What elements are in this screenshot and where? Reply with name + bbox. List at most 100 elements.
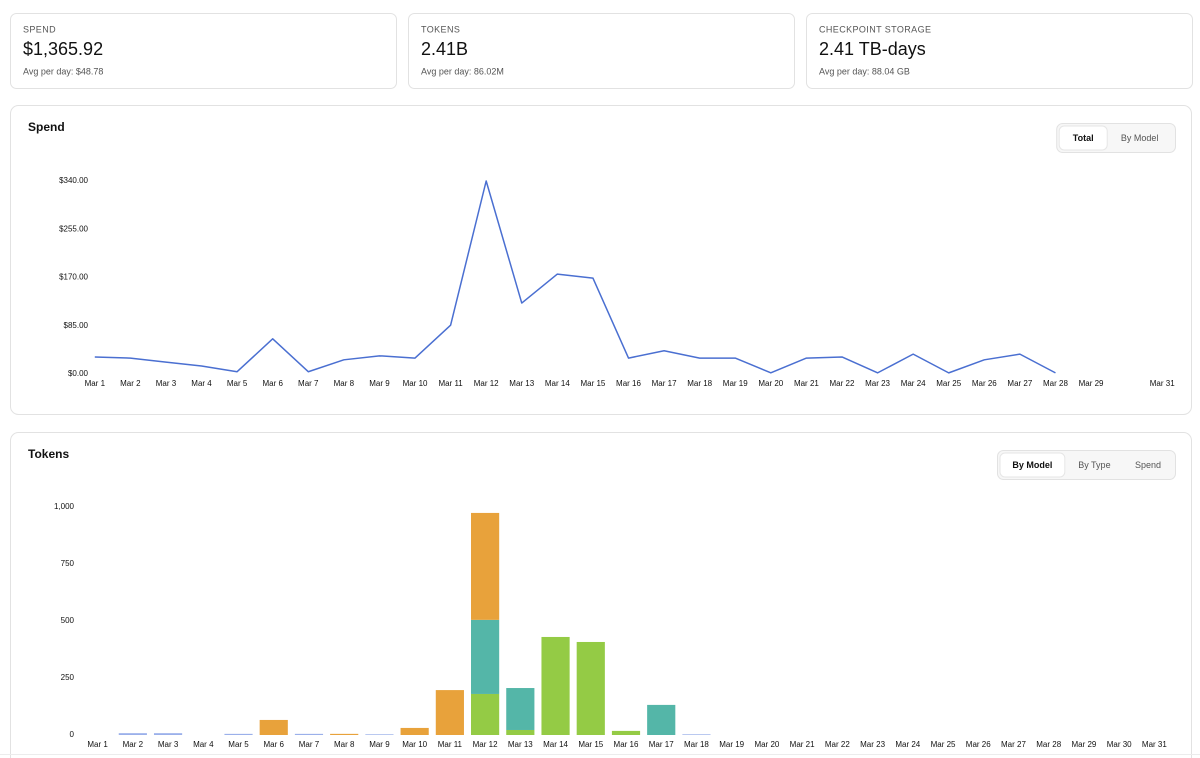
- x-tick-label: Mar 18: [687, 379, 712, 388]
- token-bar: [471, 693, 500, 735]
- x-tick-label: Mar 25: [936, 379, 961, 388]
- x-tick-label: Mar 29: [1079, 379, 1104, 388]
- x-tick-label: Mar 6: [264, 740, 285, 749]
- x-tick-label: Mar 19: [719, 740, 744, 749]
- panel: [10, 432, 1192, 758]
- x-tick-label: Mar 7: [299, 740, 320, 749]
- x-tick-label: Mar 15: [578, 740, 603, 749]
- x-tick-label: Mar 24: [895, 740, 920, 749]
- token-bar: [611, 730, 641, 735]
- chart-title: Spend: [28, 120, 65, 134]
- x-tick-label: Mar 23: [865, 379, 890, 388]
- x-tick-label: Mar 11: [438, 740, 463, 749]
- x-tick-label: Mar 6: [262, 379, 283, 388]
- x-tick-label: Mar 27: [1007, 379, 1032, 388]
- y-tick-label: 750: [61, 559, 75, 568]
- y-tick-label: 500: [61, 616, 75, 625]
- y-tick-label: $85.00: [64, 321, 89, 330]
- card-sub: Avg per day: 88.04 GB: [819, 66, 910, 76]
- tab[interactable]: By Model: [1012, 460, 1052, 470]
- x-tick-label: Mar 22: [825, 740, 850, 749]
- x-tick-label: Mar 31: [1142, 740, 1167, 749]
- x-tick-label: Mar 4: [193, 740, 214, 749]
- x-tick-label: Mar 1: [87, 740, 108, 749]
- x-tick-label: Mar 15: [580, 379, 605, 388]
- token-bar: [506, 729, 535, 735]
- x-tick-label: Mar 1: [85, 379, 106, 388]
- x-tick-label: Mar 19: [723, 379, 748, 388]
- tab[interactable]: By Model: [1121, 133, 1159, 143]
- token-bar: [259, 719, 288, 735]
- x-tick-label: Mar 30: [1107, 740, 1132, 749]
- token-bar: [224, 733, 253, 735]
- card-value: 2.41B: [421, 39, 468, 59]
- card: [806, 13, 1193, 89]
- token-bar: [294, 733, 324, 735]
- card-sub: Avg per day: $48.78: [23, 66, 103, 76]
- spend-line: [94, 180, 1056, 374]
- x-tick-label: Mar 14: [543, 740, 568, 749]
- y-tick-label: $255.00: [59, 224, 88, 233]
- x-tick-label: Mar 21: [790, 740, 815, 749]
- y-tick-label: 250: [61, 673, 75, 682]
- x-tick-label: Mar 25: [931, 740, 956, 749]
- card: [10, 13, 397, 89]
- x-tick-label: Mar 5: [228, 740, 249, 749]
- x-tick-label: Mar 8: [334, 740, 355, 749]
- x-tick-label: Mar 10: [402, 740, 427, 749]
- x-tick-label: Mar 8: [334, 379, 355, 388]
- x-tick-label: Mar 20: [754, 740, 779, 749]
- y-tick-label: 0: [70, 730, 75, 739]
- token-bar: [471, 512, 500, 620]
- tab-active[interactable]: [1058, 125, 1108, 151]
- x-tick-label: Mar 3: [156, 379, 177, 388]
- card: [408, 13, 795, 89]
- x-tick-label: Mar 23: [860, 740, 885, 749]
- x-tick-label: Mar 16: [616, 379, 641, 388]
- panel: [10, 105, 1192, 415]
- token-bar: [682, 734, 711, 735]
- y-tick-label: 1,000: [54, 502, 75, 511]
- x-tick-label: Mar 17: [649, 740, 674, 749]
- x-tick-label: Mar 18: [684, 740, 709, 749]
- card-value: 2.41 TB-days: [819, 39, 926, 59]
- tab-active[interactable]: [999, 452, 1066, 478]
- x-tick-label: Mar 12: [473, 740, 498, 749]
- x-tick-label: Mar 29: [1071, 740, 1096, 749]
- card-value: $1,365.92: [23, 39, 103, 59]
- x-tick-label: Mar 26: [966, 740, 991, 749]
- x-tick-label: Mar 14: [545, 379, 570, 388]
- tab[interactable]: By Type: [1078, 460, 1110, 470]
- x-tick-label: Mar 21: [794, 379, 819, 388]
- token-bar: [365, 734, 394, 735]
- x-tick-label: Mar 11: [438, 379, 463, 388]
- x-tick-label: Mar 12: [474, 379, 499, 388]
- token-bar: [330, 733, 359, 735]
- tab[interactable]: Total: [1073, 133, 1094, 143]
- x-tick-label: Mar 13: [508, 740, 533, 749]
- x-tick-label: Mar 9: [369, 740, 390, 749]
- x-tick-label: Mar 5: [227, 379, 248, 388]
- x-tick-label: Mar 27: [1001, 740, 1026, 749]
- x-tick-label: Mar 22: [830, 379, 855, 388]
- x-tick-label: Mar 10: [403, 379, 428, 388]
- token-bar: [647, 704, 676, 735]
- card-label: TOKENS: [421, 24, 460, 34]
- token-bar: [400, 727, 429, 735]
- y-tick-label: $0.00: [68, 369, 89, 378]
- card-label: CHECKPOINT STORAGE: [819, 24, 931, 34]
- x-tick-label: Mar 2: [120, 379, 141, 388]
- x-tick-label: Mar 20: [758, 379, 783, 388]
- token-bar: [506, 688, 535, 730]
- y-tick-label: $340.00: [59, 176, 88, 185]
- x-tick-label: Mar 17: [652, 379, 677, 388]
- x-tick-label: Mar 28: [1043, 379, 1068, 388]
- x-tick-label: Mar 28: [1036, 740, 1061, 749]
- token-bar: [435, 690, 464, 735]
- token-bar: [118, 733, 147, 735]
- x-tick-label: Mar 31: [1150, 379, 1175, 388]
- tab[interactable]: Spend: [1135, 460, 1161, 470]
- x-tick-label: Mar 7: [298, 379, 319, 388]
